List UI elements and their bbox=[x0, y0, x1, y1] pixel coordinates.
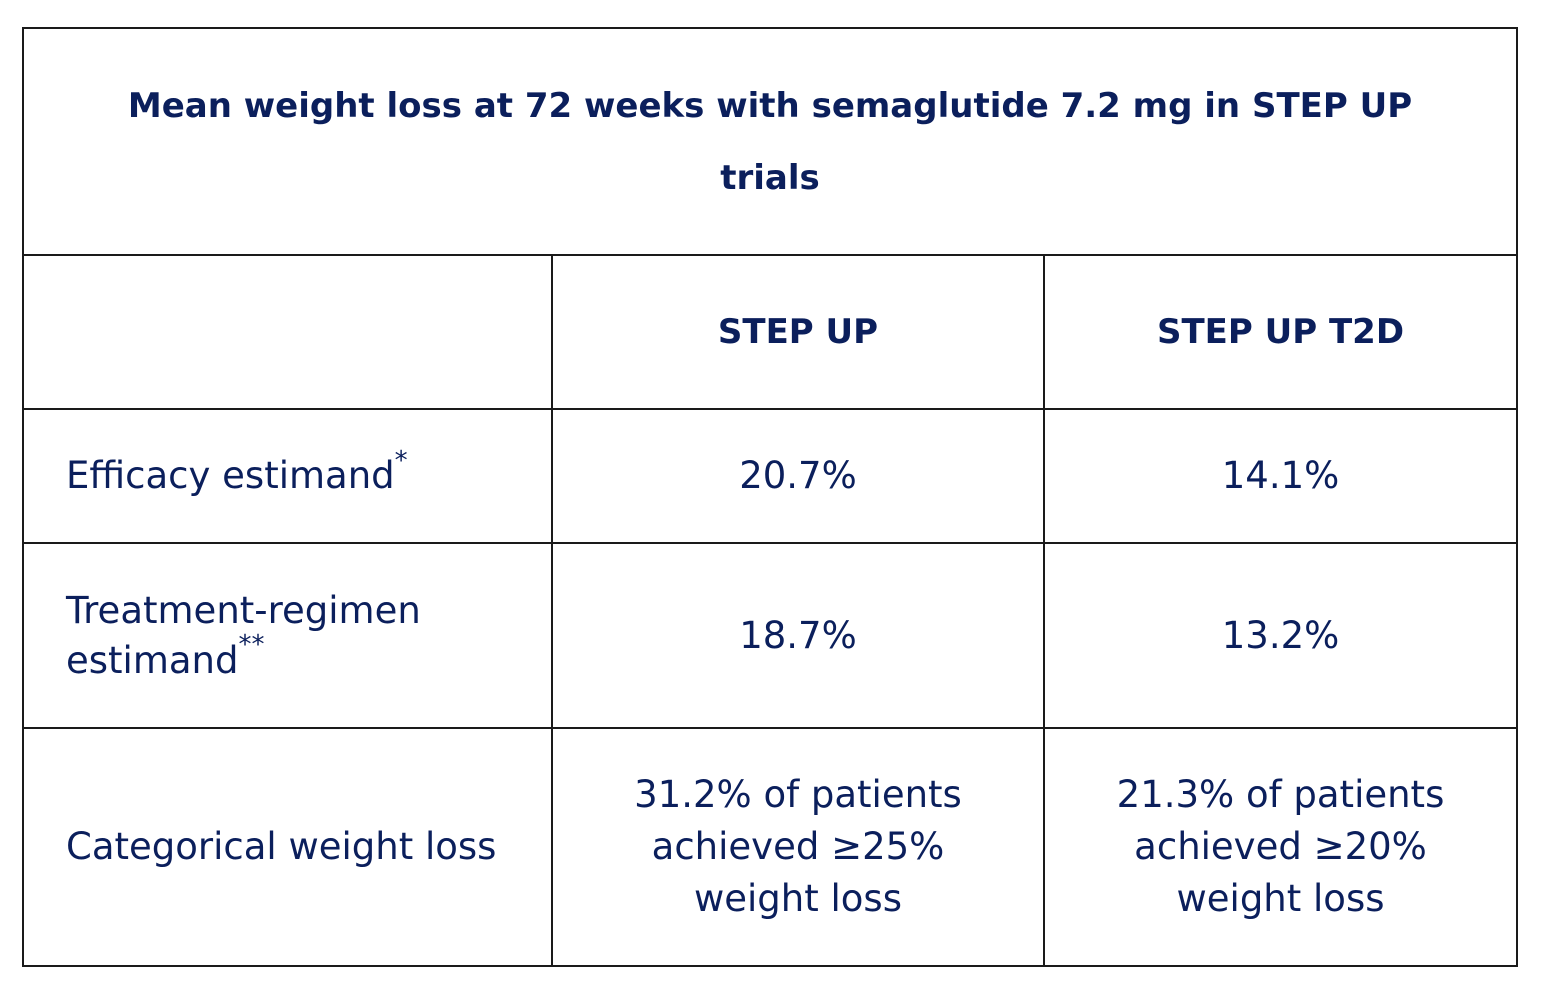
row-label-text: Categorical weight loss bbox=[66, 825, 497, 868]
value-step-up-t2d: 14.1% bbox=[1042, 408, 1519, 544]
row-label: Treatment-regimen estimand** bbox=[22, 542, 553, 729]
row-label: Efficacy estimand* bbox=[22, 408, 553, 544]
value-step-up: 20.7% bbox=[551, 408, 1045, 544]
table-title: Mean weight loss at 72 weeks with semagl… bbox=[21, 27, 1519, 256]
title-row: Mean weight loss at 72 weeks with semagl… bbox=[21, 27, 1519, 256]
header-step-up-t2d: STEP UP T2D bbox=[1042, 254, 1519, 410]
header-empty bbox=[22, 254, 553, 410]
table-row: Efficacy estimand* 20.7% 14.1% bbox=[22, 408, 1519, 544]
table-row: Categorical weight loss 31.2% of patient… bbox=[22, 727, 1519, 967]
value-step-up: 31.2% of patients achieved ≥25% weight l… bbox=[551, 727, 1045, 967]
header-row: STEP UP STEP UP T2D bbox=[22, 254, 1519, 410]
header-step-up: STEP UP bbox=[551, 254, 1045, 410]
footnote-marker: ** bbox=[238, 630, 265, 661]
row-label-text: Treatment-regimen estimand bbox=[66, 588, 421, 682]
value-step-up-t2d: 21.3% of patients achieved ≥20% weight l… bbox=[1042, 727, 1519, 967]
row-label-text: Efficacy estimand bbox=[66, 454, 395, 497]
results-table: Mean weight loss at 72 weeks with semagl… bbox=[21, 27, 1519, 967]
table-row: Treatment-regimen estimand** 18.7% 13.2% bbox=[22, 542, 1519, 729]
row-label: Categorical weight loss bbox=[22, 727, 553, 967]
footnote-marker: * bbox=[394, 445, 408, 476]
results-table-container: Mean weight loss at 72 weeks with semagl… bbox=[21, 27, 1519, 967]
value-step-up-t2d: 13.2% bbox=[1042, 542, 1519, 729]
value-step-up: 18.7% bbox=[551, 542, 1045, 729]
